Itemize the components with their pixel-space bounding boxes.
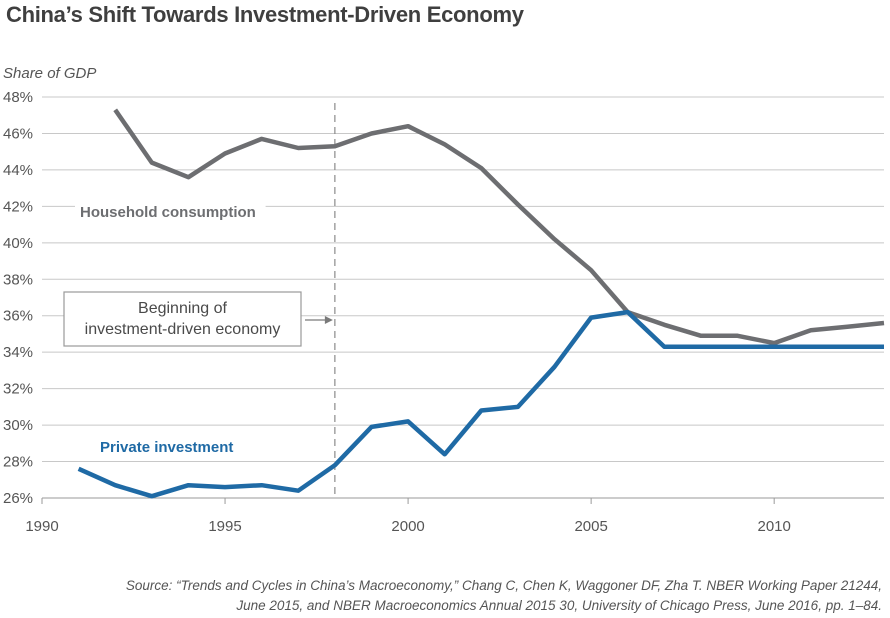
y-tick-label: 34% [3, 344, 33, 361]
y-tick-label: 38% [3, 271, 33, 288]
x-tick-label: 1995 [208, 518, 241, 535]
series-label-bg [95, 437, 260, 457]
y-tick-label: 46% [3, 125, 33, 142]
series-label-bg [75, 202, 266, 222]
annotation-arrow-head [324, 316, 333, 324]
source-line: Source: “Trends and Cycles in China’s Ma… [125, 578, 882, 593]
x-tick-label: 2000 [391, 518, 424, 535]
private-investment-label: Private investment [100, 439, 233, 456]
y-tick-label: 32% [3, 381, 33, 398]
private-investment-line [77, 309, 884, 499]
source-line: June 2015, and NBER Macroeconomics Annua… [236, 598, 882, 613]
chart-title: China’s Shift Towards Investment-Driven … [6, 2, 524, 27]
annotation-box [63, 291, 302, 347]
y-tick-label: 48% [3, 89, 33, 106]
y-tick-label: 42% [3, 198, 33, 215]
x-tick-label: 2005 [574, 518, 607, 535]
y-tick-label: 30% [3, 417, 33, 434]
y-tick-label: 36% [3, 308, 33, 325]
y-axis-label: Share of GDP [3, 65, 96, 82]
y-tick-label: 26% [3, 490, 33, 507]
x-tick-label: 2010 [757, 518, 790, 535]
annotation-text: Beginning of [138, 300, 228, 317]
source-note: Source: “Trends and Cycles in China’s Ma… [2, 576, 882, 616]
y-tick-label: 28% [3, 454, 33, 471]
household-consumption-label: Household consumption [80, 204, 256, 221]
household-consumption-line [113, 108, 885, 346]
x-tick-label: 1990 [25, 518, 58, 535]
y-tick-label: 44% [3, 162, 33, 179]
y-tick-label: 40% [3, 235, 33, 252]
annotation-text: investment-driven economy [85, 321, 281, 338]
